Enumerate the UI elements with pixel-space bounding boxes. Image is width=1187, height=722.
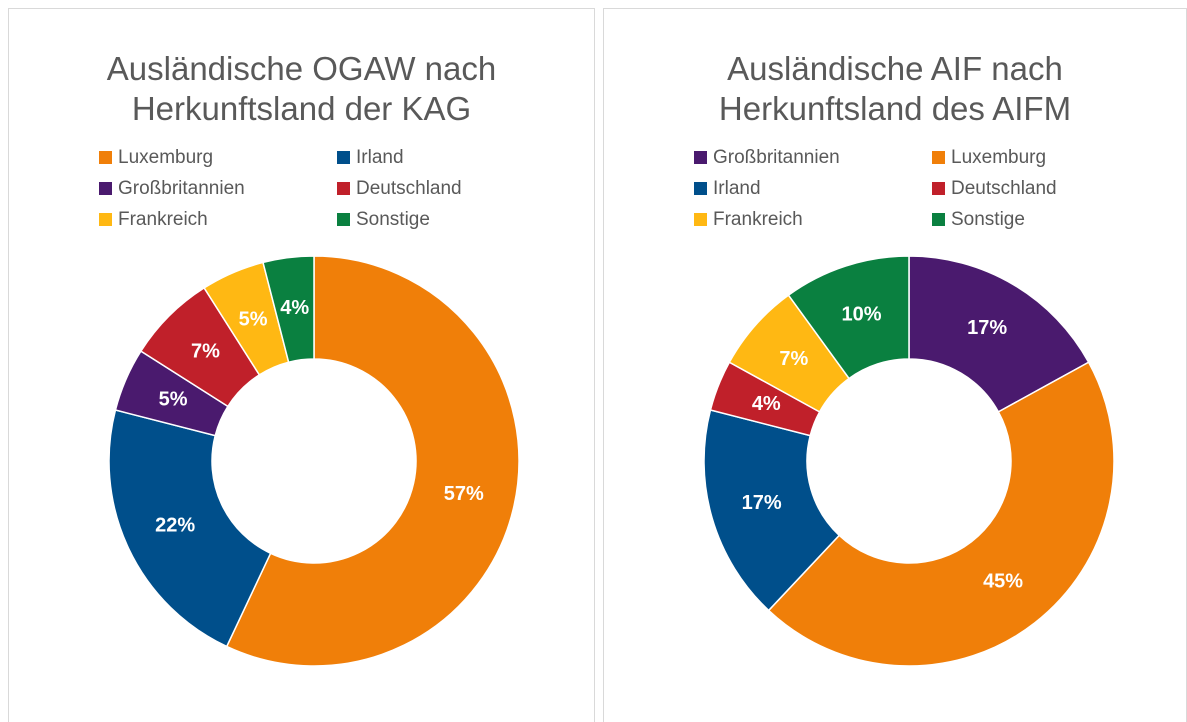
- donut-slice: [908, 255, 1090, 413]
- data-label: 10%: [842, 303, 882, 325]
- legend-label: Irland: [356, 146, 404, 168]
- chart-title: Ausländische OGAW nach Herkunftsland der…: [106, 50, 497, 127]
- legend-item: Großbritannien: [694, 146, 932, 169]
- legend-swatch: [932, 182, 945, 195]
- data-label: 45%: [983, 571, 1023, 593]
- legend-swatch: [337, 182, 350, 195]
- legend-swatch: [932, 151, 945, 164]
- legend-swatch: [337, 151, 350, 164]
- legend-label: Luxemburg: [951, 146, 1047, 168]
- legend: Großbritannien Luxemburg Irland Deutschland…: [694, 146, 1170, 231]
- legend-item: Frankreich: [694, 208, 932, 231]
- data-label: 4%: [280, 297, 309, 319]
- legend-label: Deutschland: [951, 177, 1057, 199]
- legend-label: Deutschland: [356, 177, 462, 199]
- donut-slice: [787, 255, 910, 380]
- legend-label: Großbritannien: [118, 177, 245, 199]
- legend-label: Luxemburg: [118, 146, 214, 168]
- data-label: 7%: [779, 348, 808, 370]
- legend-item: Luxemburg: [932, 146, 1170, 169]
- data-label: 17%: [742, 492, 782, 514]
- legend-label: Frankreich: [713, 208, 803, 230]
- legend-item: Deutschland: [337, 177, 575, 200]
- legend-label: Sonstige: [356, 208, 430, 230]
- legend-item: Sonstige: [337, 208, 575, 231]
- legend-item: Frankreich: [99, 208, 337, 231]
- legend-swatch: [99, 151, 112, 164]
- data-label: 5%: [159, 388, 188, 410]
- legend-swatch: [337, 213, 350, 226]
- data-label: 4%: [752, 393, 781, 415]
- legend-swatch: [99, 182, 112, 195]
- donut-slice: [225, 255, 520, 667]
- legend-item: Deutschland: [932, 177, 1170, 200]
- chart-panel: Ausländische AIF nach Herkunftsland des …: [603, 8, 1187, 722]
- legend-item: Luxemburg: [99, 146, 337, 169]
- data-label: 22%: [155, 515, 195, 537]
- legend-label: Großbritannien: [713, 146, 840, 168]
- donut-slice: [767, 361, 1115, 667]
- data-label: 17%: [967, 317, 1007, 339]
- legend: Luxemburg Irland Großbritannien Deutschland…: [99, 146, 575, 231]
- legend-item: Irland: [694, 177, 932, 200]
- chart-panel: Ausländische OGAW nach Herkunftsland der…: [8, 8, 595, 722]
- legend-label: Sonstige: [951, 208, 1025, 230]
- donut-chart: 17% 45% 17% 4% 7% 10%: [703, 255, 1115, 667]
- donut-slice: [108, 409, 272, 648]
- legend-swatch: [694, 151, 707, 164]
- legend-swatch: [99, 213, 112, 226]
- chart-title: Ausländische AIF nach Herkunftsland des …: [718, 50, 1072, 127]
- legend-item: Großbritannien: [99, 177, 337, 200]
- legend-item: Sonstige: [932, 208, 1170, 231]
- legend-label: Frankreich: [118, 208, 208, 230]
- donut-slice: [703, 409, 841, 612]
- legend-label: Irland: [713, 177, 761, 199]
- legend-swatch: [694, 182, 707, 195]
- donut-slice: [262, 255, 315, 364]
- legend-swatch: [932, 213, 945, 226]
- data-label: 7%: [191, 341, 220, 363]
- data-label: 5%: [239, 308, 268, 330]
- legend-item: Irland: [337, 146, 575, 169]
- data-label: 57%: [444, 483, 484, 505]
- donut-chart: 57% 22% 5% 7% 5% 4%: [108, 255, 520, 667]
- legend-swatch: [694, 213, 707, 226]
